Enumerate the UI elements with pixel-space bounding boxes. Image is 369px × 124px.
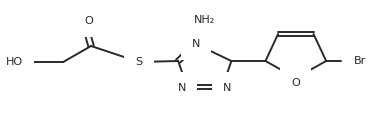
Text: N: N <box>178 83 186 93</box>
Text: S: S <box>135 57 143 67</box>
Text: N: N <box>192 39 200 49</box>
Text: NH₂: NH₂ <box>194 15 215 25</box>
Text: O: O <box>84 16 93 26</box>
Text: Br: Br <box>354 56 366 66</box>
Text: N: N <box>223 83 232 93</box>
Text: HO: HO <box>6 57 23 67</box>
Text: O: O <box>292 78 300 88</box>
